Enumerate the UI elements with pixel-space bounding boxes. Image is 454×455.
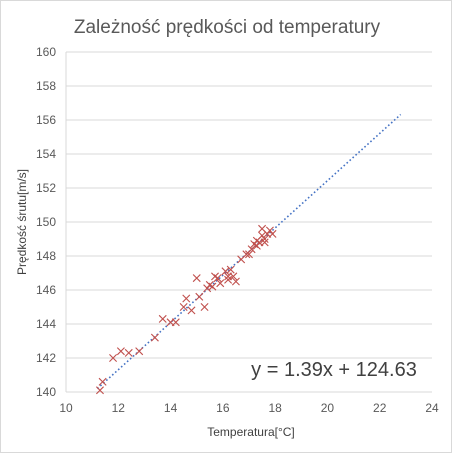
data-point [213, 274, 222, 283]
x-tick-label: 18 [268, 401, 282, 415]
data-point [224, 275, 233, 284]
data-point [265, 226, 274, 235]
y-tick-label: 156 [36, 113, 56, 127]
x-tick-label: 22 [373, 401, 387, 415]
data-point [182, 294, 191, 303]
y-tick-label: 158 [36, 79, 56, 93]
data-point [124, 348, 133, 357]
y-tick-label: 152 [36, 181, 56, 195]
x-tick-label: 16 [216, 401, 230, 415]
y-tick-label: 160 [36, 45, 56, 59]
x-tick-label: 10 [59, 401, 73, 415]
data-point [200, 303, 209, 311]
data-points [95, 224, 277, 395]
data-point [109, 354, 118, 362]
data-point [229, 272, 238, 281]
chart-title: Zależność prędkości od temperatury [74, 17, 381, 38]
trendline-equation: y = 1.39x + 124.63 [251, 359, 417, 381]
y-tick-label: 142 [36, 351, 56, 365]
data-point [226, 265, 235, 274]
data-point [171, 318, 180, 327]
data-point [260, 235, 269, 243]
data-point [268, 229, 277, 238]
y-tick-label: 146 [36, 283, 56, 297]
y-axis-ticks: 140 142 144 146 148 150 152 154 156 158 160 [36, 45, 56, 399]
x-tick-label: 24 [425, 401, 439, 415]
data-point [231, 277, 240, 286]
data-point [216, 279, 225, 288]
y-tick-label: 140 [36, 385, 56, 399]
data-point [195, 292, 204, 301]
data-point [192, 274, 201, 283]
x-tick-label: 20 [321, 401, 335, 415]
data-point [245, 250, 253, 259]
data-point [187, 306, 196, 315]
data-point [135, 347, 144, 356]
y-tick-label: 144 [36, 317, 56, 331]
y-tick-label: 148 [36, 249, 56, 263]
data-point [221, 267, 230, 276]
data-point [247, 245, 256, 254]
data-point [208, 282, 217, 291]
y-axis-label: Prędkość śrutu[m/s] [15, 169, 29, 275]
data-point [179, 303, 188, 311]
data-point [116, 347, 125, 356]
x-axis-ticks: 10 12 14 16 18 20 22 24 [59, 401, 439, 415]
x-tick-label: 12 [112, 401, 126, 415]
x-tick-label: 14 [164, 401, 178, 415]
data-point [258, 231, 267, 240]
data-point [98, 377, 107, 386]
data-point [260, 238, 269, 247]
y-tick-label: 150 [36, 215, 56, 229]
x-axis-label: Temperatura[°C] [207, 425, 295, 439]
data-point [95, 386, 104, 395]
data-point [203, 284, 212, 293]
data-point [158, 314, 167, 323]
y-tick-label: 154 [36, 147, 56, 161]
gridlines [65, 51, 432, 393]
data-point [150, 333, 159, 342]
